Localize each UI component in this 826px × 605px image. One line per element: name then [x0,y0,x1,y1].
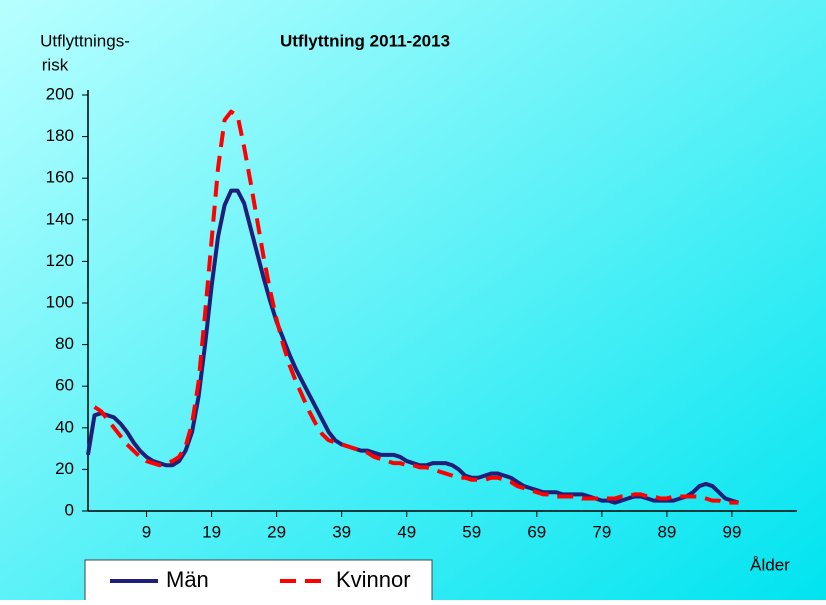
y-tick-label: 0 [65,500,74,519]
x-tick-label: 49 [397,522,416,541]
y-tick-label: 60 [55,376,74,395]
y-tick-label: 160 [46,168,74,187]
y-tick-label: 180 [46,126,74,145]
y-tick-label: 120 [46,251,74,270]
x-tick-label: 19 [202,522,221,541]
y-tick-label: 100 [46,292,74,311]
y-tick-label: 80 [55,334,74,353]
x-tick-label: 89 [657,522,676,541]
y-tick-label: 140 [46,209,74,228]
chart-title: Utflyttning 2011-2013 [280,31,450,50]
x-tick-label: 9 [142,522,151,541]
legend-label: Män [166,567,209,592]
legend-label: Kvinnor [336,567,411,592]
x-axis-label: Ålder [750,555,790,574]
y-axis-label: risk [42,55,69,74]
x-tick-label: 79 [592,522,611,541]
x-tick-label: 59 [462,522,481,541]
x-tick-label: 39 [332,522,351,541]
series-line [93,109,739,505]
x-tick-label: 69 [527,522,546,541]
y-tick-label: 40 [55,417,74,436]
x-tick-label: 99 [722,522,741,541]
y-axis-label: Utflyttnings- [40,31,130,50]
y-tick-label: 200 [46,84,74,103]
y-tick-label: 20 [55,459,74,478]
x-tick-label: 29 [267,522,286,541]
